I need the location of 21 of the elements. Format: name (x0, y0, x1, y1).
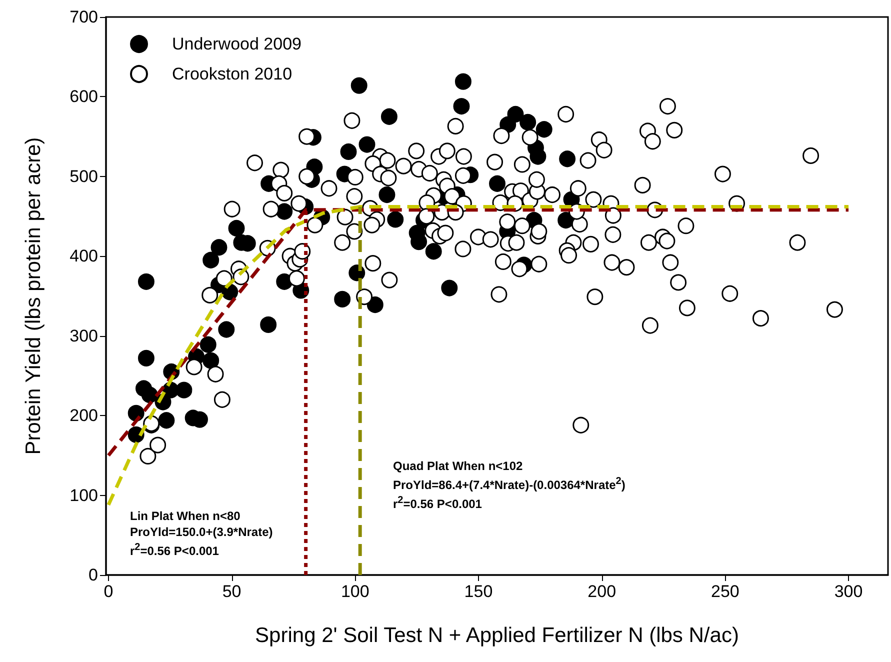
legend-label: Underwood 2009 (172, 34, 302, 54)
x-tick-label: 50 (222, 582, 242, 601)
x-tick-label: 100 (340, 582, 370, 601)
x-tick-label: 250 (711, 582, 740, 601)
x-tick-label: 0 (104, 582, 114, 601)
y-tick-label: 100 (70, 486, 98, 505)
y-tick-label: 700 (70, 8, 98, 26)
legend-label: Crookston 2010 (172, 64, 292, 84)
x-tick-label: 150 (464, 582, 493, 601)
x-axis-title: Spring 2' Soil Test N + Applied Fertilizer N (lbs N/ac) (255, 624, 739, 647)
y-tick-label: 400 (70, 246, 98, 266)
annotation: Lin Plat When n<80 ProYld=150.0+(3.9*Nrate) r$^{2}$=0.56 P<0.001 (130, 508, 273, 559)
x-tick-label: 200 (588, 582, 616, 601)
y-tick-label: 0 (88, 566, 98, 584)
x-tick-label: 300 (834, 582, 863, 601)
text: Quad Plat When n<102 ProYld=86.4+(7.4*Nrate)-(0.00364*Nrate$^{2}$) r$^{2}$=0.56 P<0.001 (393, 459, 626, 511)
y-tick-label: 300 (70, 326, 98, 346)
y-tick-label: 500 (70, 166, 98, 186)
y-axis-title: Protein Yield (lbs protein per acre) (22, 137, 45, 455)
y-tick-label: 600 (70, 87, 98, 106)
y-tick-label: 200 (70, 406, 98, 426)
